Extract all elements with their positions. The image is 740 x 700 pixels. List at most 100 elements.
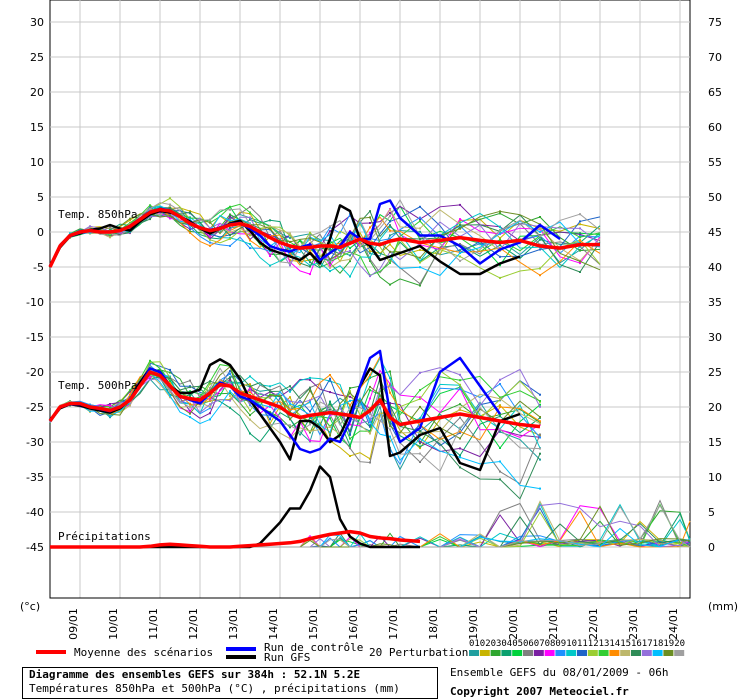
info-title: Diagramme des ensembles GEFS sur 384h : … — [29, 668, 361, 681]
perturbation-t500-point — [209, 387, 211, 389]
perturbation-t500-point — [289, 436, 291, 439]
perturbation-t500-point — [289, 402, 291, 405]
perturbation-t850-point — [249, 223, 251, 226]
perturbation-swatch — [609, 650, 620, 656]
perturbation-t500-point — [499, 447, 501, 449]
perturbation-t500-point — [109, 414, 111, 417]
perturbation-t500-point — [329, 408, 331, 411]
perturbation-t850-point — [419, 238, 421, 240]
perturbation-t850-point — [249, 232, 251, 235]
perturbation-t850-point — [419, 230, 421, 233]
perturbation-t500-point — [389, 428, 391, 431]
perturbation-t500-point — [369, 425, 371, 428]
perturbation-t500-point — [309, 439, 311, 442]
left-tick-label: -45 — [26, 541, 44, 554]
perturbation-t500-point — [189, 403, 191, 406]
perturbation-t500-point — [389, 404, 391, 407]
perturbation-swatch — [490, 650, 501, 656]
perturbation-t500-point — [539, 405, 541, 408]
perturbation-t500-point — [309, 399, 311, 402]
perturbation-id: 07 — [534, 639, 545, 649]
perturbation-t850-point — [579, 241, 581, 244]
perturbation-t850-point — [349, 258, 351, 261]
perturbation-t500-point — [229, 382, 231, 385]
info-subtitle: Températures 850hPa et 500hPa (°C) , pré… — [29, 682, 400, 695]
perturbation-t850-point — [309, 238, 311, 241]
perturbation-swatches: 01 02 03 04 05 06 07 08 09 10 11 12 13 14 15 16 17 18 19 20 — [469, 639, 685, 656]
perturbation-t850-point — [169, 207, 171, 209]
perturbation-t500-point — [499, 470, 501, 473]
perturbation-t500-point — [419, 437, 421, 440]
perturbation-t850-point — [499, 247, 501, 250]
perturbation-t850-point — [539, 238, 541, 241]
gfs-t850-line — [48, 204, 521, 276]
perturbation-t850-point — [129, 222, 131, 225]
perturbation-id: 17 — [642, 639, 653, 649]
perturbation-swatch — [663, 650, 674, 656]
perturbation-t500-point — [499, 396, 501, 399]
perturbation-t850-point — [249, 243, 251, 245]
perturbation-t850-point — [369, 222, 371, 224]
perturbation-t850-point — [369, 216, 371, 219]
perturbation-t500-point — [329, 380, 331, 383]
perturbation-swatch — [652, 650, 663, 656]
perturbation-t500-point — [229, 399, 231, 402]
perturbation-t500-point — [249, 418, 251, 421]
perturbation-t500-point — [209, 403, 211, 406]
perturbation-swatch — [577, 650, 587, 656]
perturbation-t500-point — [209, 398, 211, 401]
perturbation-t500-line — [49, 371, 541, 490]
perturbation-t850-point — [579, 249, 581, 252]
perturbation-t500-point — [269, 390, 271, 393]
perturbation-t850-point — [209, 238, 211, 241]
perturbation-t500-point — [459, 373, 461, 376]
perturbation-t500-point — [229, 398, 231, 401]
perturbation-t500-point — [499, 383, 501, 385]
perturbation-t850-point — [389, 225, 391, 228]
perturbation-t500-point — [269, 396, 271, 399]
perturbation-t500-point — [539, 487, 541, 490]
perturbation-t500-point — [419, 431, 421, 434]
perturbation-t850-point — [389, 243, 391, 246]
perturbation-t500-point — [329, 391, 331, 394]
perturbation-t850-point — [269, 264, 271, 267]
perturbation-t850-point — [539, 230, 541, 233]
perturbation-t850-point — [499, 255, 501, 258]
perturbation-t500-point — [389, 402, 391, 405]
perturbation-t850-point — [419, 260, 421, 263]
perturbation-t500-point — [349, 387, 351, 390]
perturbation-t500-point — [229, 377, 231, 380]
perturbation-t500-point — [499, 478, 501, 481]
perturbation-t500-point — [169, 388, 171, 391]
perturbation-t850-point — [229, 218, 231, 221]
x-tick-label: 21/01 — [547, 608, 560, 640]
perturbation-t500-point — [329, 417, 331, 420]
perturbation-t500-point — [349, 455, 351, 457]
perturbation-t500-point — [309, 431, 311, 434]
perturbation-t850-point — [189, 228, 191, 231]
info-box: Diagramme des ensembles GEFS sur 384h : … — [22, 667, 438, 699]
perturbation-t850-point — [389, 262, 391, 264]
perturbation-t500-point — [369, 389, 371, 392]
perturbation-t850-point — [329, 230, 331, 233]
x-tick-label: 20/01 — [507, 608, 520, 640]
perturbation-t850-point — [579, 235, 581, 237]
mean-t500-line — [48, 370, 541, 429]
mean-t850-line — [48, 207, 600, 268]
perturbation-id: 19 — [663, 639, 674, 649]
perturbation-t850-point — [329, 258, 331, 261]
perturbation-t850-point — [49, 267, 51, 270]
perturbation-t500-point — [189, 405, 191, 408]
perturbation-t500-point — [349, 423, 351, 426]
perturbation-t500-point — [269, 389, 271, 392]
perturbation-swatch — [587, 650, 598, 656]
perturbation-t850-point — [459, 221, 461, 224]
perturbation-t500-point — [329, 434, 331, 437]
perturbation-t850-point — [109, 234, 111, 237]
perturbation-t500-point — [459, 407, 461, 410]
perturbation-id: 05 — [512, 639, 523, 649]
perturbation-t850-point — [419, 218, 421, 221]
perturbation-t850-point — [169, 197, 171, 200]
perturbation-t500-point — [459, 379, 461, 382]
